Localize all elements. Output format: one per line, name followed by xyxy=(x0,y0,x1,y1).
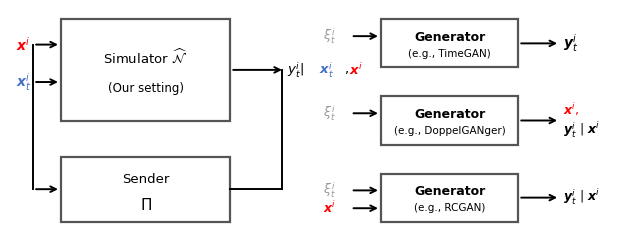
Text: (e.g., TimeGAN): (e.g., TimeGAN) xyxy=(408,49,491,59)
Text: Generator: Generator xyxy=(414,31,485,44)
Text: $\boldsymbol{x}^i_t$: $\boldsymbol{x}^i_t$ xyxy=(319,60,335,80)
Text: $y^i_t|$: $y^i_t|$ xyxy=(287,60,304,80)
Text: (Our setting): (Our setting) xyxy=(108,82,184,95)
Bar xyxy=(381,96,518,145)
Bar xyxy=(381,19,518,67)
Text: $\boldsymbol{x}^i$: $\boldsymbol{x}^i$ xyxy=(349,62,363,78)
Text: Generator: Generator xyxy=(414,185,485,198)
Text: $\xi^i_t$: $\xi^i_t$ xyxy=(323,104,336,123)
Text: Sender: Sender xyxy=(122,173,170,186)
Bar xyxy=(61,19,230,120)
Text: $\Pi$: $\Pi$ xyxy=(140,197,152,214)
Text: (e.g., DoppelGANger): (e.g., DoppelGANger) xyxy=(394,126,506,136)
Text: $\boldsymbol{y}^i_t\ |\ \boldsymbol{x}^i$: $\boldsymbol{y}^i_t\ |\ \boldsymbol{x}^i… xyxy=(563,120,600,140)
Text: $\boldsymbol{x}^i$: $\boldsymbol{x}^i$ xyxy=(16,36,30,54)
Text: $\boldsymbol{x}^i,$: $\boldsymbol{x}^i,$ xyxy=(563,101,579,118)
Text: $\xi^i_t$: $\xi^i_t$ xyxy=(323,181,336,200)
Text: Simulator $\widehat{\mathcal{N}}$: Simulator $\widehat{\mathcal{N}}$ xyxy=(104,47,188,66)
Text: $\boldsymbol{x}^i$: $\boldsymbol{x}^i$ xyxy=(323,200,336,216)
Bar xyxy=(381,174,518,222)
Text: $\boldsymbol{x}^i_t$: $\boldsymbol{x}^i_t$ xyxy=(16,71,32,93)
Text: $\boldsymbol{y}^i_t$: $\boldsymbol{y}^i_t$ xyxy=(563,33,578,54)
Text: (e.g., RCGAN): (e.g., RCGAN) xyxy=(414,203,485,213)
Text: Generator: Generator xyxy=(414,108,485,121)
Text: $,$: $,$ xyxy=(344,63,349,76)
Bar xyxy=(61,157,230,222)
Text: $\boldsymbol{y}^i_t\ |\ \boldsymbol{x}^i$: $\boldsymbol{y}^i_t\ |\ \boldsymbol{x}^i… xyxy=(563,188,600,207)
Text: $\xi^i_t$: $\xi^i_t$ xyxy=(323,27,336,46)
